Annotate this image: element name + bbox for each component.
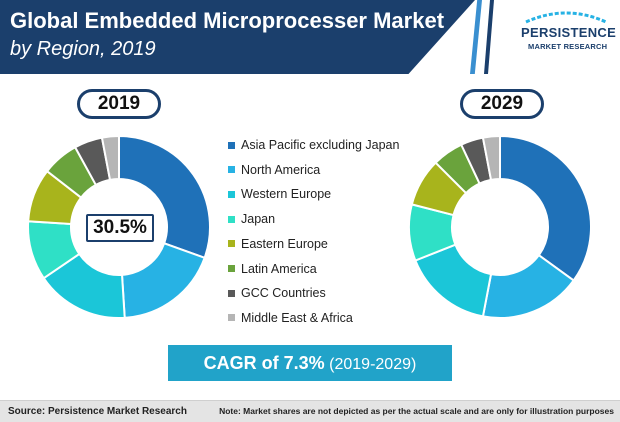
legend-swatch [228,265,235,272]
legend-label: Japan [241,212,276,227]
legend-label: Western Europe [241,187,332,202]
legend-item: Latin America [228,261,317,277]
donut-chart-2029 [408,134,592,319]
logo-name: PERSISTENCE [521,25,617,40]
legend-item: Eastern Europe [228,236,328,252]
donut-slice-2029-7 [481,134,501,182]
legend-swatch [228,215,235,223]
legend-item: North America [228,162,320,178]
cagr-banner: CAGR of 7.3% (2019-2029) [168,345,452,381]
footer: Source: Persistence Market Research Note… [0,400,620,422]
footer-source: Source: Persistence Market Research [8,406,187,417]
legend-item: Japan [228,211,275,227]
header-banner [0,0,475,74]
legend-item: Middle East & Africa [228,310,353,326]
footer-note: Note: Market shares are not depicted as … [219,406,614,416]
callout-value: 30.5% [86,214,154,242]
legend-swatch [228,190,235,198]
legend-label: Latin America [241,261,317,276]
legend-label: Eastern Europe [241,236,328,251]
donut-slice-2019-0 [118,134,211,260]
legend-label: GCC Countries [241,286,326,301]
legend-label: North America [241,162,321,177]
legend-swatch [228,166,235,174]
legend-item: GCC Countries [228,285,326,301]
legend-swatch [228,289,235,297]
donut-slice-2019-7 [100,134,120,182]
legend-label: Asia Pacific excluding Japan [241,138,400,152]
chart-subtitle: by Region, 2019 [10,38,156,60]
donut-slice-2029-0 [499,134,592,282]
legend-swatch [228,240,235,248]
header-stripe-dark [484,0,494,74]
year-label-2029: 2029 [460,89,544,119]
cagr-label: CAGR of 7.3% [203,353,325,373]
year-label-2019: 2019 [77,89,161,119]
company-logo-icon [525,11,607,24]
logo-tagline: MARKET RESEARCH [528,42,608,51]
cagr-period: (2019-2029) [329,356,417,373]
legend-label: Middle East & Africa [241,310,353,325]
donut-chart-2019 [27,134,211,319]
chart-title: Global Embedded Microprocesser Market [10,8,445,33]
legend-item: Asia Pacific excluding Japan [228,137,399,153]
legend-item: Western Europe [228,186,331,202]
legend-swatch [228,314,235,322]
legend-swatch [228,141,235,149]
donut-slice-2019-1 [120,241,206,319]
